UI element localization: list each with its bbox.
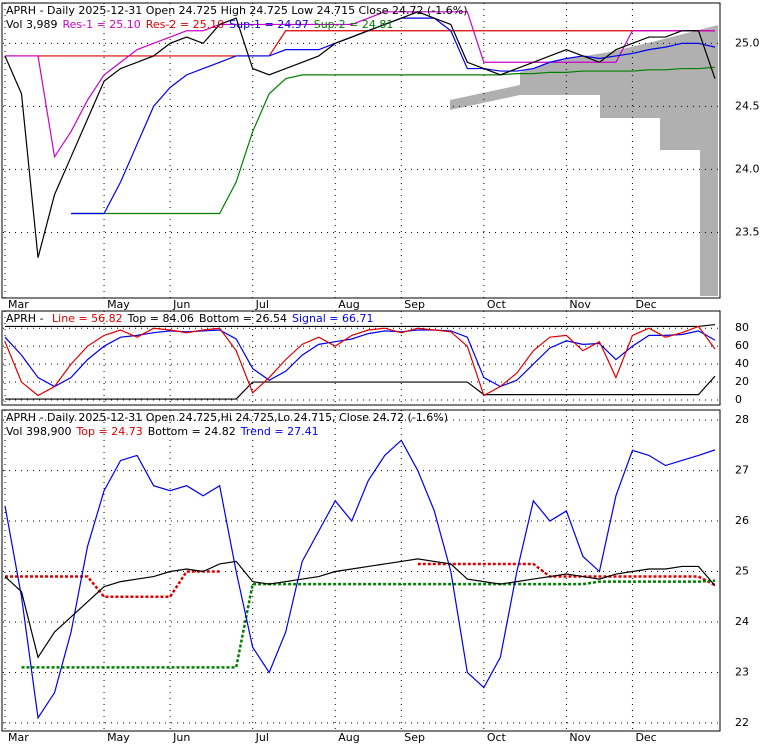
legend-line: APRH - Daily 2025-12-31 Open 24.725,Hi 2…: [6, 411, 448, 424]
legend-entry: APRH -: [6, 312, 47, 325]
x-tick-label: Jul: [255, 298, 269, 311]
y-tick-label: 25: [735, 565, 749, 578]
x-tick-label: Nov: [569, 298, 591, 311]
y-tick-label: 60: [735, 339, 749, 352]
series-line: [417, 562, 716, 587]
series-line: [5, 11, 715, 159]
panel-frame: [1, 409, 721, 732]
y-tick-label: 80: [735, 321, 749, 334]
x-tick-label: Sep: [404, 731, 425, 744]
legend-entry: Line = 56.82: [52, 312, 123, 325]
legend-entry: Vol 3,989: [6, 18, 57, 31]
x-tick-label: Mar: [8, 298, 29, 311]
volume-profile: [450, 8, 718, 296]
y-tick-label: 25.0: [735, 36, 760, 49]
series-line: [4, 439, 716, 720]
panel-frame: [1, 2, 721, 299]
series-line: [4, 329, 716, 388]
x-tick-label: Nov: [569, 731, 591, 744]
legend-line: APRH - Daily 2025-12-31 Open 24.725 High…: [6, 4, 468, 17]
y-tick-label: 24.0: [735, 162, 760, 175]
y-tick-label: 27: [735, 464, 749, 477]
x-tick-label: Dec: [635, 731, 656, 744]
series-line: [5, 323, 716, 328]
legend-entry: APRH - Daily 2025-12-31 Open 24.725,Hi 2…: [6, 411, 448, 424]
x-tick-label: Jun: [172, 298, 190, 311]
legend-entry: Bottom = 24.82: [148, 425, 236, 438]
y-tick-label: 24.5: [735, 99, 760, 112]
y-tick-label: 24: [735, 615, 749, 628]
legend-entry: Top = 84.06: [127, 312, 194, 325]
legend-entry: Bottom = 26.54: [199, 312, 287, 325]
series-line: [4, 325, 716, 397]
series-line: [4, 558, 716, 659]
y-tick-label: 20: [735, 375, 749, 388]
series-line: [5, 570, 220, 598]
series-line: [21, 579, 716, 669]
series-line: [5, 30, 715, 57]
panel-frame: [1, 310, 721, 406]
series-line: [4, 11, 716, 258]
legend-entry: Sup-1 = 24.97: [229, 18, 309, 31]
legend-entry: Sup-2 = 24.81: [314, 18, 394, 31]
x-tick-label: Aug: [338, 731, 359, 744]
legend-line: Vol 3,989 Res-1 = 25.10 Res-2 = 25.10 Sup-1…: [6, 18, 393, 31]
series-line: [71, 66, 716, 215]
legend-entry: Top = 24.73: [75, 425, 142, 438]
x-tick-label: Jun: [172, 731, 190, 744]
y-tick-label: 23.5: [735, 225, 760, 238]
y-tick-label: 0: [735, 393, 742, 406]
y-tick-label: 40: [735, 357, 749, 370]
y-tick-label: 26: [735, 514, 749, 527]
legend-entry: Res-1 = 25.10: [62, 18, 140, 31]
legend-entry: Signal = 66.71: [292, 312, 374, 325]
legend-entry: Vol 398,900: [6, 425, 71, 438]
legend-line: Vol 398,900 Top = 24.73 Bottom = 24.82 Tren…: [6, 425, 319, 438]
x-tick-label: Aug: [338, 298, 359, 311]
legend-entry: Res-2 = 25.10: [146, 18, 224, 31]
legend-entry: Trend = 27.41: [240, 425, 319, 438]
legend-line: APRH - Line = 56.82 Top = 84.06 Bottom = 2…: [6, 312, 374, 325]
x-tick-label: Dec: [635, 298, 656, 311]
x-tick-label: Oct: [487, 298, 507, 311]
y-tick-label: 23: [735, 665, 749, 678]
x-tick-label: May: [107, 298, 130, 311]
y-tick-label: 28: [735, 413, 749, 426]
x-tick-label: Sep: [404, 298, 425, 311]
x-tick-label: Mar: [8, 731, 29, 744]
x-tick-label: May: [107, 731, 130, 744]
series-line: [5, 375, 716, 400]
x-tick-label: Jul: [255, 731, 269, 744]
x-tick-label: Oct: [487, 731, 507, 744]
y-tick-label: 22: [735, 716, 749, 729]
legend-entry: APRH - Daily 2025-12-31 Open 24.725 High…: [6, 4, 468, 17]
